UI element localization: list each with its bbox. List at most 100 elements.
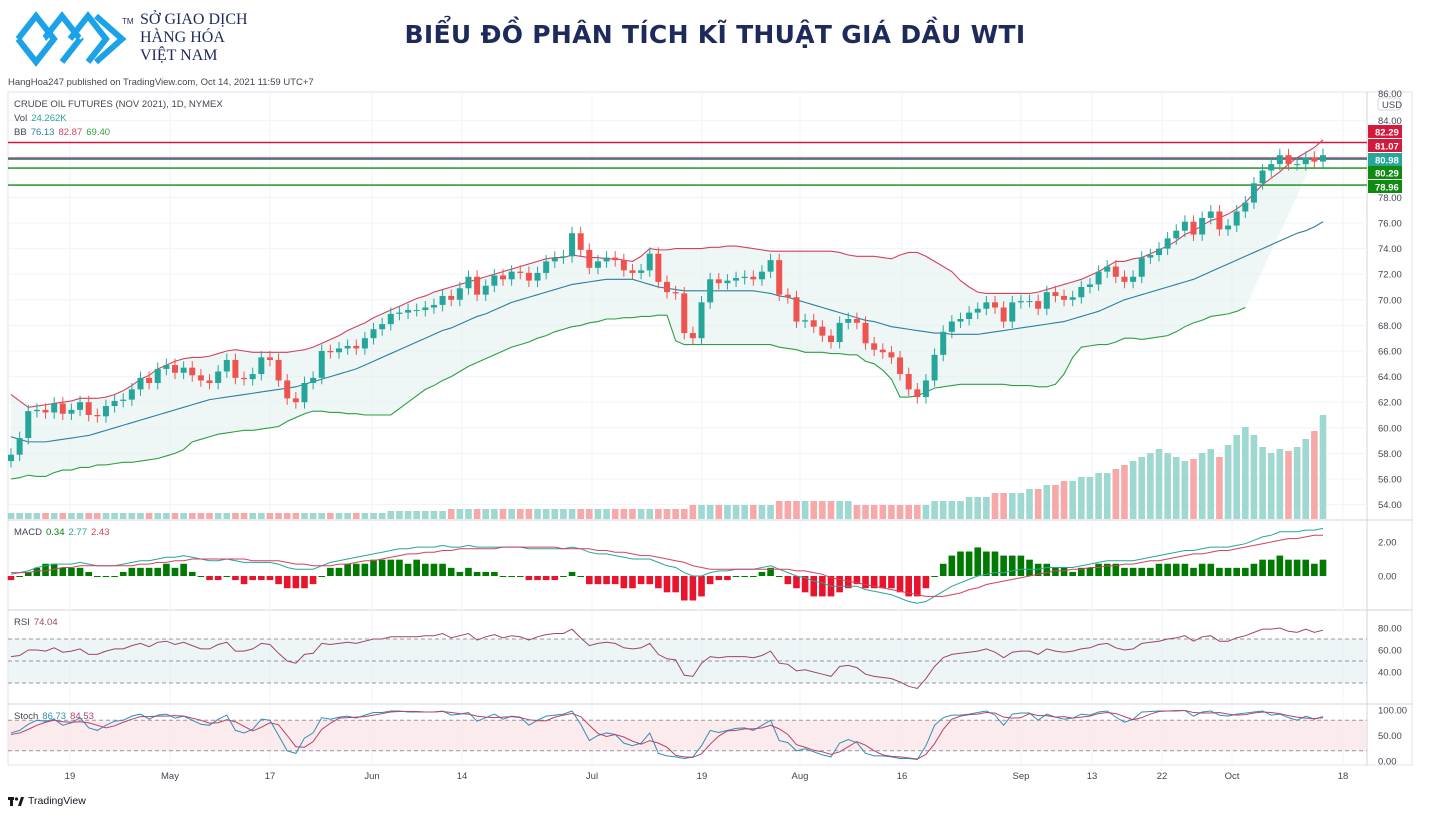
volume-bar [1086, 477, 1094, 519]
macd-hist-bar [499, 576, 507, 577]
volume-bar [1069, 481, 1076, 519]
candle-body [249, 374, 256, 380]
candle-body [992, 302, 998, 308]
legend-macd-label: MACD [14, 527, 42, 538]
candle-body [163, 365, 170, 369]
macd-hist-bar [361, 563, 369, 576]
macd-hist-bar [301, 576, 308, 589]
candle-body [1181, 221, 1188, 231]
macd-hist-bar [939, 563, 947, 576]
macd-hist-bar [188, 571, 196, 576]
level-tag-label: 78.96 [1375, 183, 1399, 194]
volume-bar [266, 513, 274, 519]
candle-body [120, 399, 127, 401]
volume-bar [128, 513, 136, 519]
macd-hist-bar [750, 576, 757, 577]
macd-hist-bar [715, 576, 723, 581]
volume-bar [1000, 493, 1007, 519]
macd-hist-bar [59, 567, 67, 576]
x-tick-label: Aug [792, 771, 809, 782]
macd-hist-bar [1285, 559, 1292, 576]
macd-hist-bar [1207, 563, 1215, 576]
publisher-note: HangHoa247 published on TradingView.com,… [8, 77, 314, 88]
x-tick-label: Oct [1225, 771, 1240, 782]
macd-hist-bar [111, 576, 118, 577]
volume-bar [50, 513, 58, 519]
volume-bar [387, 511, 395, 519]
macd-hist-bar [309, 576, 317, 585]
macd-hist-bar [1259, 559, 1266, 576]
legend-stoch: Stoch 86.73 84.53 [14, 711, 98, 722]
macd-hist-bar [94, 576, 101, 577]
macd-hist-bar [577, 576, 584, 577]
legend-macd-signal: 2.43 [90, 527, 110, 538]
candle-body [560, 256, 567, 258]
volume-bar [948, 501, 956, 519]
volume-bar [793, 501, 800, 519]
stoch-d-line [10, 710, 1324, 760]
macd-hist-bar [327, 567, 334, 576]
volume-bar [568, 509, 576, 519]
bb-lower-line [10, 306, 1246, 480]
macd-hist-bar [1078, 567, 1085, 576]
stoch-band [8, 720, 1367, 751]
macd-hist-bar [1216, 567, 1223, 576]
price-tick-label: 64.00 [1378, 372, 1402, 383]
volume-bar [491, 509, 498, 519]
macd-hist-bar [1147, 567, 1154, 576]
macd-hist-bar [404, 563, 412, 576]
x-tick-label: 19 [697, 771, 708, 782]
volume-bar [16, 513, 23, 519]
candle-body [172, 365, 178, 373]
legend-bb: BB 76.13 82.87 69.40 [14, 127, 114, 138]
candle-body [8, 454, 14, 462]
legend-rsi-value: 74.04 [33, 617, 58, 628]
macd-hist-bar [430, 563, 438, 576]
tradingview-brand[interactable]: TradingView [8, 795, 86, 807]
volume-bar [1259, 447, 1266, 519]
volume-bar [447, 509, 455, 519]
candle-body [931, 354, 938, 381]
macd-hist-bar [128, 567, 136, 576]
volume-bar [655, 509, 662, 519]
volume-bar [163, 513, 170, 519]
volume-bar [214, 513, 222, 519]
price-tick-label: 60.00 [1378, 423, 1402, 434]
volume-bar [1285, 451, 1292, 519]
tradingview-label: TradingView [28, 795, 86, 807]
volume-bar [1034, 489, 1042, 519]
macd-hist-bar [568, 571, 576, 576]
candle-body [59, 403, 66, 414]
volume-bar [836, 501, 843, 519]
macd-hist-bar [1026, 559, 1033, 576]
volume-bar [292, 513, 300, 519]
candle-body [681, 293, 688, 334]
candle-body [1302, 157, 1309, 165]
macd-hist-bar [1302, 559, 1310, 576]
candle-body [741, 276, 748, 279]
candle-body [1086, 284, 1093, 287]
volume-bar [76, 513, 84, 519]
macd-hist-bar [706, 576, 714, 585]
candle-body [430, 304, 437, 308]
macd-hist-bar [620, 576, 628, 589]
macd-hist-bar [180, 563, 187, 576]
volume-bar [1095, 473, 1102, 519]
candle-body [275, 359, 282, 381]
candle-body [189, 367, 196, 376]
volume-bar [862, 505, 869, 519]
candle-body [1095, 271, 1102, 285]
candle-body [810, 320, 817, 327]
macd-hist-bar [862, 576, 869, 589]
candle-body [1259, 170, 1266, 184]
candle-body [1173, 230, 1180, 239]
macd-hist-bar [551, 576, 559, 581]
volume-bar [404, 511, 412, 519]
macd-hist-bar [680, 576, 688, 601]
x-tick-label: Jul [586, 771, 598, 782]
macd-hist-bar [637, 576, 645, 585]
candle-body [1009, 302, 1016, 322]
candle-body [1242, 202, 1249, 212]
candle-body [784, 294, 791, 298]
